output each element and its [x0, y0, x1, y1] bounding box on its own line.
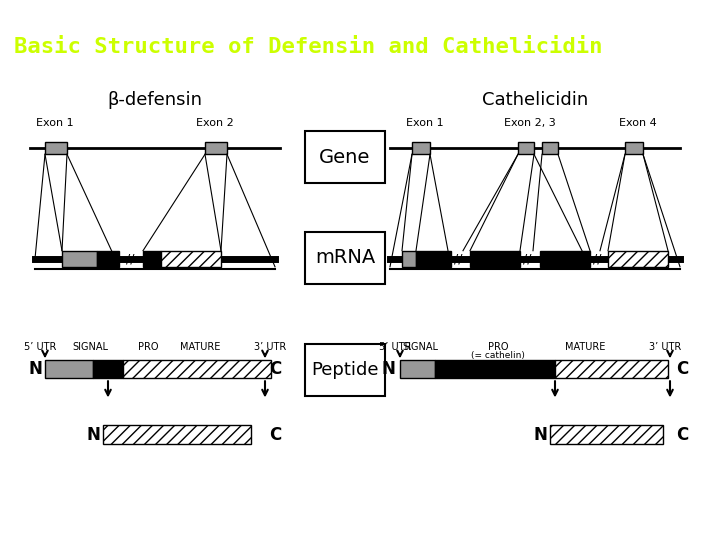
Text: mRNA: mRNA — [315, 248, 375, 267]
Bar — [62, 251, 97, 267]
Bar — [402, 251, 416, 267]
Bar — [45, 142, 67, 154]
Bar — [305, 131, 385, 184]
Text: 3’ UTR: 3’ UTR — [649, 342, 681, 352]
Text: N: N — [28, 360, 42, 378]
Text: 3’ UTR: 3’ UTR — [254, 342, 286, 352]
Text: PRO: PRO — [138, 342, 158, 352]
Text: N: N — [381, 360, 395, 378]
Text: C: C — [269, 426, 281, 443]
Text: C: C — [269, 360, 281, 378]
Bar — [470, 251, 520, 267]
Bar — [123, 360, 271, 379]
Text: PRO: PRO — [487, 342, 508, 352]
Bar — [45, 360, 93, 379]
Bar — [93, 360, 123, 379]
Bar — [608, 251, 668, 267]
Bar — [103, 426, 251, 443]
Bar — [518, 142, 534, 154]
Bar — [555, 360, 668, 379]
Text: MATURE: MATURE — [180, 342, 220, 352]
Text: 5’ UTR: 5’ UTR — [24, 342, 56, 352]
Bar — [143, 251, 161, 267]
Text: Exon 2, 3: Exon 2, 3 — [504, 118, 556, 128]
Text: Exon 1: Exon 1 — [406, 118, 444, 128]
Text: MATURE: MATURE — [564, 342, 606, 352]
Text: //: // — [454, 252, 462, 265]
Text: Exon 1: Exon 1 — [36, 118, 74, 128]
Text: Exon 4: Exon 4 — [619, 118, 657, 128]
Bar — [305, 232, 385, 284]
Text: Cathelicidin: Cathelicidin — [482, 91, 588, 109]
Bar — [540, 251, 590, 267]
Text: Peptide: Peptide — [311, 361, 379, 379]
Bar — [305, 344, 385, 396]
Text: N: N — [533, 426, 547, 443]
Bar — [550, 426, 663, 443]
Bar — [161, 251, 221, 267]
Text: 5’ UTR: 5’ UTR — [379, 342, 411, 352]
Text: //: // — [593, 252, 601, 265]
Text: C: C — [676, 426, 688, 443]
Bar — [412, 142, 430, 154]
Bar — [97, 251, 119, 267]
Text: //: // — [523, 252, 531, 265]
Text: C: C — [676, 360, 688, 378]
Bar — [625, 142, 643, 154]
Text: SIGNAL: SIGNAL — [402, 342, 438, 352]
Bar — [416, 251, 451, 267]
Text: Basic Structure of Defensin and Cathelicidin: Basic Structure of Defensin and Cathelic… — [14, 37, 603, 57]
Text: SIGNAL: SIGNAL — [72, 342, 108, 352]
Text: (= cathelin): (= cathelin) — [471, 350, 525, 360]
Bar — [542, 142, 558, 154]
Text: Exon 2: Exon 2 — [196, 118, 234, 128]
Text: //: // — [126, 252, 134, 265]
Bar — [205, 142, 227, 154]
Bar — [400, 360, 435, 379]
Bar — [435, 360, 555, 379]
Text: β-defensin: β-defensin — [107, 91, 202, 109]
Text: Gene: Gene — [319, 148, 371, 167]
Text: N: N — [86, 426, 100, 443]
